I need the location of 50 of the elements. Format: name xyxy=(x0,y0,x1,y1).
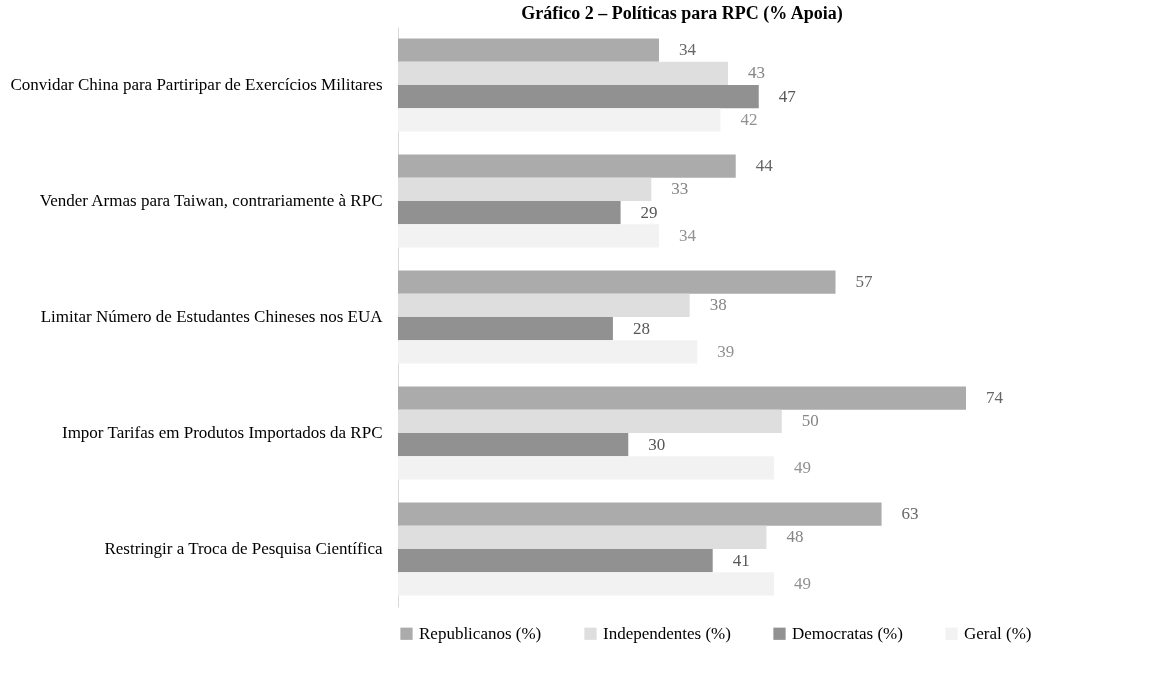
bar xyxy=(398,456,775,480)
data-label: 39 xyxy=(717,341,735,361)
legend-label: Republicanos (%) xyxy=(419,623,542,643)
chart-title: Gráfico 2 – Políticas para RPC (% Apoia) xyxy=(521,3,843,24)
data-label: 38 xyxy=(709,295,727,315)
data-label: 49 xyxy=(794,573,812,593)
bar xyxy=(398,525,767,549)
legend-label: Geral (%) xyxy=(964,623,1032,643)
data-label: 30 xyxy=(648,434,666,454)
y-tick-label: Convidar China para Partiripar de Exercícios Militares xyxy=(10,75,383,94)
bar xyxy=(398,108,721,132)
data-label: 33 xyxy=(671,179,689,199)
bar xyxy=(398,549,713,573)
data-label: 47 xyxy=(778,86,797,106)
bar xyxy=(398,502,882,526)
data-label: 43 xyxy=(748,63,766,83)
y-tick-label: Vender Armas para Taiwan, contrariamente à RPC xyxy=(39,191,383,210)
data-label: 57 xyxy=(855,272,874,292)
data-label: 63 xyxy=(901,504,919,524)
bar xyxy=(398,85,759,109)
bar xyxy=(398,154,736,178)
bar xyxy=(398,270,836,294)
bar xyxy=(398,61,729,85)
bar xyxy=(398,340,698,364)
data-label: 29 xyxy=(640,202,658,222)
legend-label: Independentes (%) xyxy=(603,623,731,643)
bar xyxy=(398,317,613,341)
data-label: 41 xyxy=(732,550,750,570)
data-label: 34 xyxy=(678,225,697,245)
data-label: 34 xyxy=(678,40,697,60)
y-tick-label: Impor Tarifas em Produtos Importados da RPC xyxy=(61,423,383,442)
data-label: 74 xyxy=(986,388,1004,408)
bar xyxy=(398,433,629,457)
bar xyxy=(398,38,659,62)
bar xyxy=(398,177,652,201)
bar xyxy=(398,293,690,317)
data-label: 50 xyxy=(801,411,819,431)
y-tick-label: Limitar Número de Estudantes Chineses nos EUA xyxy=(40,307,384,326)
data-label: 48 xyxy=(786,527,804,547)
data-label: 49 xyxy=(794,457,812,477)
legend-label: Democratas (%) xyxy=(792,623,903,643)
bar xyxy=(398,224,659,248)
data-label: 28 xyxy=(632,318,650,338)
data-label: 42 xyxy=(740,109,758,129)
bar xyxy=(398,201,621,225)
data-label: 44 xyxy=(755,156,774,176)
bar xyxy=(398,409,782,433)
y-tick-label: Restringir a Troca de Pesquisa Científica xyxy=(104,539,383,558)
bar xyxy=(398,386,966,410)
bar xyxy=(398,572,775,596)
